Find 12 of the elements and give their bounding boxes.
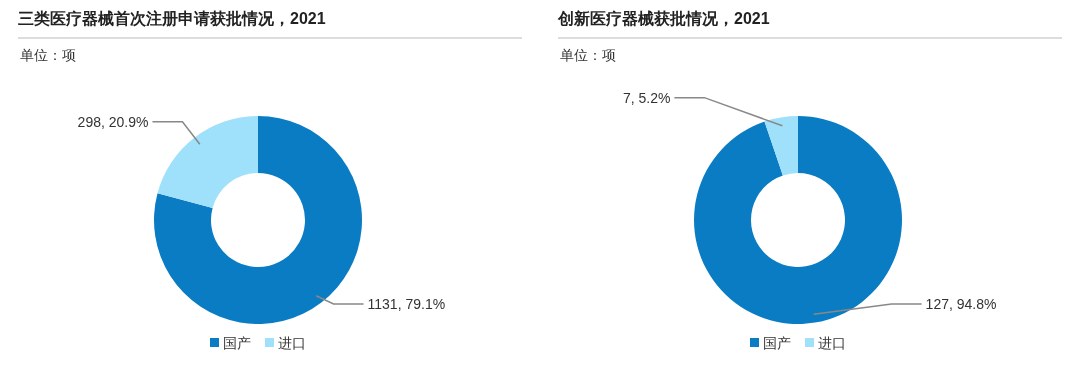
chart-title: 三类医疗器械首次注册申请获批情况，2021 bbox=[18, 10, 326, 27]
legend-label: 进口 bbox=[818, 335, 846, 351]
chart-subtitle: 单位：项 bbox=[560, 47, 616, 63]
data-label: 298, 20.9% bbox=[77, 113, 149, 130]
chart-title: 创新医疗器械获批情况，2021 bbox=[557, 10, 770, 27]
data-label: 1131, 79.1% bbox=[367, 296, 446, 312]
data-label: 7, 5.2% bbox=[622, 89, 671, 106]
legend-label: 进口 bbox=[278, 335, 306, 351]
data-label: 127, 94.8% bbox=[925, 296, 997, 312]
legend-label: 国产 bbox=[763, 335, 791, 351]
legend-label: 国产 bbox=[223, 335, 251, 351]
chart-subtitle: 单位：项 bbox=[20, 47, 76, 63]
